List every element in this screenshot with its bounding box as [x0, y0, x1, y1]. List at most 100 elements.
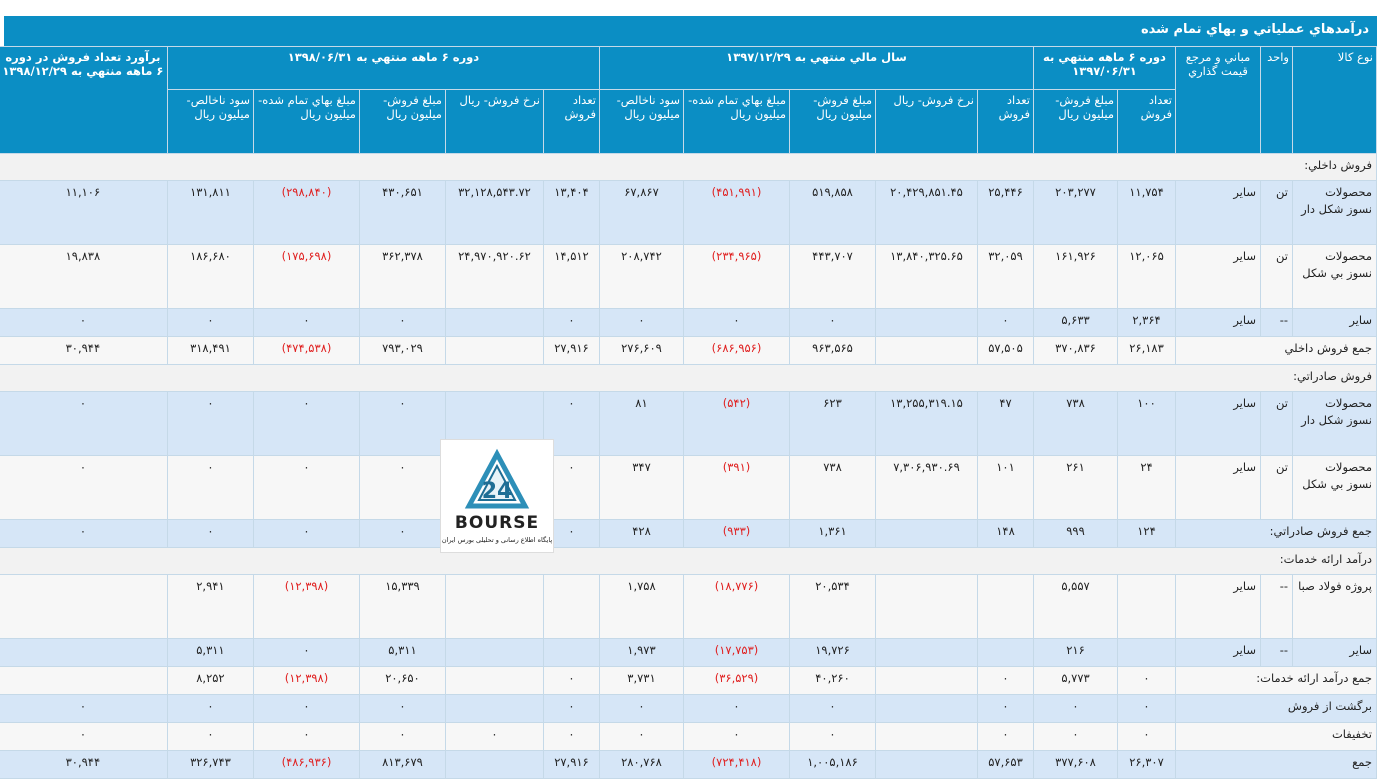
value-cell: ۴۰,۲۶۰	[789, 666, 876, 695]
row-label: جمع درآمد ارائه خدمات:	[1175, 666, 1377, 695]
value-cell: ۱۲۴	[1117, 519, 1176, 548]
value-cell: ۳,۷۳۱	[598, 666, 685, 695]
value-cell: ۲۶۱	[1033, 455, 1118, 520]
value-cell: ۱۲,۰۶۵	[1117, 244, 1176, 309]
product-name: محصولات نسوز شكل دار	[1292, 180, 1377, 245]
header-p2-profit: سود ناخالص- ميليون ريال	[598, 89, 685, 154]
value-cell: ۱۹,۷۲۶	[789, 638, 876, 667]
value-cell	[977, 638, 1034, 667]
value-cell: ۰	[252, 694, 360, 723]
value-cell: ۰	[598, 722, 685, 751]
product-name: محصولات نسوز شكل دار	[1292, 391, 1377, 456]
value-cell: ۳۴۷	[598, 455, 685, 520]
value-cell	[542, 638, 600, 667]
total-row: جمع ۲۶,۳۰۷ ۳۷۷,۶۰۸ ۵۷,۶۵۳ ۱,۰۰۵,۱۸۶ (۷۲۴,۴۱۸)…	[0, 750, 1377, 779]
value-cell: ۲۷,۹۱۶	[542, 336, 600, 365]
value-cell: ۱۱,۱۰۶	[0, 180, 168, 245]
value-cell: ۲۰۳,۲۷۷	[1033, 180, 1118, 245]
value-cell: ۵,۳۱۱	[166, 638, 254, 667]
total-row: تخفيفات ۰ ۰ ۰ ۰ ۰ ۰ ۰ ۰ ۰ ۰ ۰ ۰	[0, 722, 1377, 751]
bourse-logo: 24 BOURSE پایگاه اطلاع رسانی و تحلیلی بو…	[440, 439, 554, 553]
value-cell: ۸۱	[598, 391, 685, 456]
value-cell: ۰	[166, 391, 254, 456]
value-cell: ۰	[358, 722, 446, 751]
value-cell: ۷۳۸	[789, 455, 876, 520]
value-cell: ۲۷,۹۱۶	[542, 750, 600, 779]
value-cell	[444, 574, 544, 639]
value-cell: ۰	[598, 308, 685, 337]
value-cell: ۱۴,۵۱۲	[542, 244, 600, 309]
value-cell: ۳۲,۰۵۹	[977, 244, 1034, 309]
value-cell: ۱۳,۴۰۴	[542, 180, 600, 245]
pricing-basis-cell: ساير	[1175, 638, 1261, 667]
value-cell: (۱۲,۳۹۸)	[252, 666, 360, 695]
table-row: پروژه فولاد صبا -- ساير ۵,۵۵۷ ۲۰,۵۳۴ (۱۸,۷۷۶)…	[0, 574, 1377, 639]
total-row: جمع فروش داخلي ۲۶,۱۸۳ ۳۷۰,۸۳۶ ۵۷,۵۰۵ ۹۶۳,۵۶۵…	[0, 336, 1377, 365]
value-cell: ۰	[252, 308, 360, 337]
value-cell	[444, 336, 544, 365]
value-cell: ۲۵,۴۴۶	[977, 180, 1034, 245]
header-p3-profit: سود ناخالص- ميليون ريال	[166, 89, 254, 154]
value-cell: ۵۷,۵۰۵	[977, 336, 1034, 365]
value-cell: ۹۹۹	[1033, 519, 1118, 548]
revenue-panel: درآمدهاي عملياتي و بهاي تمام شده نوع كال…	[0, 16, 1378, 779]
value-cell: ۰	[252, 638, 360, 667]
value-cell: ۰	[542, 666, 600, 695]
value-cell: ۳۲,۱۲۸,۵۴۳.۷۲	[444, 180, 544, 245]
value-cell: (۱۷,۷۵۳)	[683, 638, 790, 667]
value-cell: (۴۸۶,۹۳۶)	[252, 750, 360, 779]
value-cell: ۳۰,۹۴۴	[0, 336, 168, 365]
value-cell: (۱۸,۷۷۶)	[683, 574, 790, 639]
table-row: ساير -- ساير ۲,۳۶۴ ۵,۶۳۳ ۰ ۰ ۰ ۰ ۰ ۰ ۰ ۰ ۰	[0, 308, 1377, 337]
unit-cell: تن	[1260, 391, 1293, 456]
row-label: جمع فروش داخلي	[1175, 336, 1377, 365]
pricing-basis-cell: ساير	[1175, 180, 1261, 245]
row-label: برگشت از فروش	[1175, 694, 1377, 723]
value-cell	[0, 666, 168, 695]
row-label: تخفيفات	[1175, 722, 1377, 751]
value-cell: ۰	[1033, 722, 1118, 751]
value-cell: ۲,۳۶۴	[1117, 308, 1176, 337]
header-estimate: برآورد تعداد فروش در دوره ۶ ماهه منتهي ب…	[0, 46, 168, 154]
header-p3-amount: مبلغ فروش- ميليون ريال	[358, 89, 446, 154]
value-cell: ۰	[789, 308, 876, 337]
value-cell: ۰	[1117, 666, 1176, 695]
value-cell: ۱۹,۸۳۸	[0, 244, 168, 309]
unit-cell: تن	[1260, 244, 1293, 309]
value-cell: ۳۶۲,۳۷۸	[358, 244, 446, 309]
value-cell: ۰	[683, 722, 790, 751]
value-cell	[875, 750, 978, 779]
product-name: ساير	[1292, 308, 1377, 337]
value-cell: (۴۵۱,۹۹۱)	[683, 180, 790, 245]
value-cell: ۲۰,۶۵۰	[358, 666, 446, 695]
table-row: محصولات نسوز بي شكل تن ساير ۲۴ ۲۶۱ ۱۰۱ ۷,۳۰۶,۹…	[0, 455, 1377, 520]
value-cell	[444, 638, 544, 667]
total-row: جمع درآمد ارائه خدمات: ۰ ۵,۷۷۳ ۰ ۴۰,۲۶۰ (۳۶,۵…	[0, 666, 1377, 695]
value-cell: (۳۹۱)	[683, 455, 790, 520]
value-cell: ۰	[542, 308, 600, 337]
header-pricing-basis: مباني و مرجع قيمت گذاري	[1175, 46, 1261, 154]
value-cell: ۰	[0, 694, 168, 723]
header-p3-rate: نرخ فروش- ريال	[444, 89, 544, 154]
value-cell: ۰	[252, 391, 360, 456]
value-cell: ۲۴	[1117, 455, 1176, 520]
unit-cell: --	[1260, 638, 1293, 667]
value-cell: ۰	[358, 308, 446, 337]
value-cell: ۱,۳۶۱	[789, 519, 876, 548]
value-cell: (۷۲۴,۴۱۸)	[683, 750, 790, 779]
value-cell: ۰	[542, 722, 600, 751]
value-cell	[444, 666, 544, 695]
logo-mark: 24	[482, 479, 513, 504]
value-cell	[875, 638, 978, 667]
value-cell: ۰	[683, 694, 790, 723]
value-cell	[0, 638, 168, 667]
unit-cell: --	[1260, 574, 1293, 639]
value-cell	[444, 694, 544, 723]
header-p2-amount: مبلغ فروش- ميليون ريال	[789, 89, 876, 154]
value-cell: ۰	[358, 455, 446, 520]
value-cell: ۰	[977, 694, 1034, 723]
value-cell: ۰	[683, 308, 790, 337]
product-name: پروژه فولاد صبا	[1292, 574, 1377, 639]
value-cell: ۰	[0, 308, 168, 337]
value-cell	[444, 750, 544, 779]
